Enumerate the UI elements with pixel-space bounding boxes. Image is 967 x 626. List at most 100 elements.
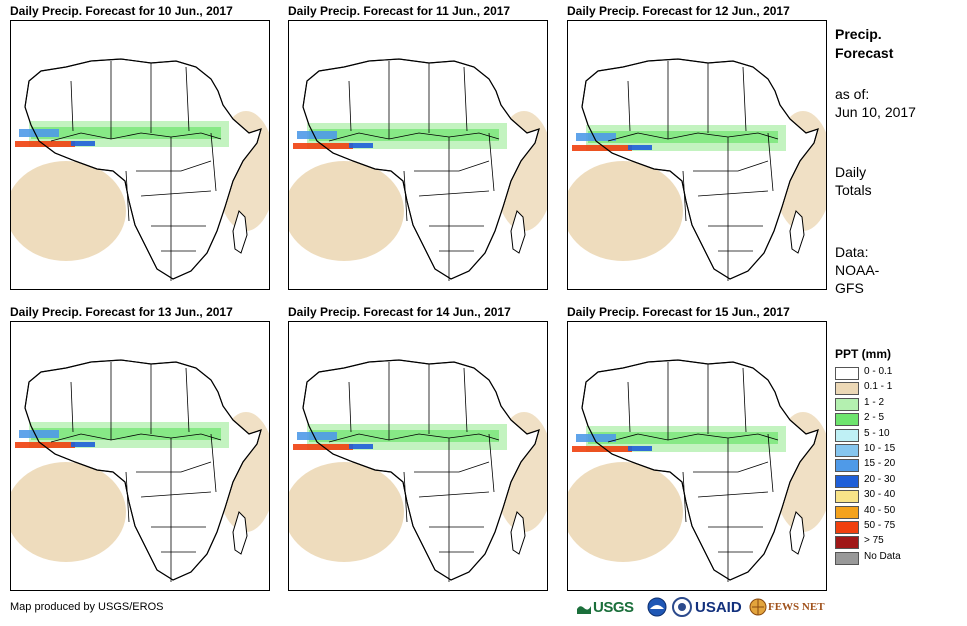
madagascar-outline — [510, 210, 526, 254]
dhs-seal-icon — [672, 597, 692, 617]
rain-core — [15, 141, 75, 147]
madagascar-outline — [510, 511, 526, 555]
panel-title-1: Daily Precip. Forecast for 10 Jun., 2017 — [10, 4, 233, 18]
country-border — [348, 80, 352, 132]
map-panel-1[interactable] — [10, 20, 270, 290]
country-border — [136, 461, 212, 473]
legend-swatch — [835, 490, 859, 504]
rain-band — [588, 131, 778, 143]
legend-label: 30 - 40 — [864, 489, 896, 501]
noaa-logo[interactable] — [647, 594, 667, 620]
rain-core — [19, 129, 59, 137]
rain-band — [309, 430, 499, 442]
country-border — [627, 80, 631, 132]
country-border — [414, 160, 490, 172]
legend-label: 15 - 20 — [864, 458, 896, 470]
asof-label: as of: — [835, 86, 870, 102]
fewsnet-logo[interactable]: FEWS NET — [749, 594, 825, 620]
country-border — [185, 367, 190, 433]
map-panel-5[interactable] — [288, 321, 548, 591]
legend-label: 5 - 10 — [864, 427, 890, 439]
country-border — [627, 381, 631, 433]
dry-area — [568, 161, 683, 261]
usgs-label: USGS — [593, 598, 634, 616]
noaa-seal-icon — [647, 597, 667, 617]
country-border — [136, 160, 212, 172]
coastline — [24, 359, 262, 581]
map-panel-3[interactable] — [567, 20, 827, 290]
country-border — [607, 132, 779, 142]
logo-strip: USGS USAID FEWS NET — [577, 594, 825, 620]
coastline — [302, 58, 540, 280]
panel-title-5: Daily Precip. Forecast for 14 Jun., 2017 — [288, 305, 511, 319]
totals-block: Daily Totals — [835, 163, 872, 199]
legend-swatch — [835, 459, 859, 473]
rain-core — [349, 143, 373, 148]
coastline — [24, 58, 262, 280]
rain-core — [297, 131, 337, 139]
country-border — [210, 132, 217, 192]
country-border — [348, 381, 352, 433]
usgs-wave-icon — [577, 606, 591, 614]
map-panel-2[interactable] — [288, 20, 548, 290]
legend-label: 50 - 75 — [864, 520, 896, 531]
side-title: Precip. Forecast — [835, 25, 893, 63]
rain-core — [71, 442, 95, 447]
asof-date: Jun 10, 2017 — [835, 104, 916, 120]
side-title-line1: Precip. — [835, 26, 882, 42]
map-panel-4[interactable] — [10, 321, 270, 591]
legend-swatch — [835, 382, 859, 396]
legend-swatch — [835, 428, 859, 442]
country-border — [488, 132, 495, 192]
legend-label: No Data — [864, 550, 901, 562]
country-border — [418, 190, 490, 197]
country-border — [70, 381, 74, 433]
data-source-block: Data: NOAA- GFS — [835, 243, 879, 297]
country-border — [50, 132, 222, 142]
country-border — [140, 190, 212, 197]
fewsnet-globe-icon — [749, 598, 767, 616]
legend-swatch — [835, 397, 859, 411]
legend-swatch — [835, 551, 859, 565]
country-border — [418, 491, 490, 498]
map-panel-6[interactable] — [567, 321, 827, 591]
panel-title-3: Daily Precip. Forecast for 12 Jun., 2017 — [567, 4, 790, 18]
coastline — [302, 359, 540, 581]
madagascar-outline — [232, 210, 248, 254]
legend-swatch — [835, 413, 859, 427]
panel-title-6: Daily Precip. Forecast for 15 Jun., 2017 — [567, 305, 790, 319]
usgs-logo[interactable]: USGS — [577, 594, 634, 620]
rain-core — [71, 141, 95, 146]
dry-area — [289, 462, 404, 562]
dhs-seal-logo[interactable] — [672, 594, 692, 620]
country-border — [463, 66, 468, 132]
rain-core — [576, 133, 616, 141]
country-border — [463, 367, 468, 433]
madagascar-outline — [789, 511, 805, 555]
rain-core — [572, 446, 632, 452]
madagascar-outline — [232, 511, 248, 555]
legend-label: 0 - 0.1 — [864, 366, 893, 377]
panel-title-4: Daily Precip. Forecast for 13 Jun., 2017 — [10, 305, 233, 319]
usaid-logo[interactable]: USAID — [695, 594, 742, 620]
dry-area — [11, 462, 126, 562]
credit-text: Map produced by USGS/EROS — [10, 601, 164, 613]
country-border — [693, 461, 769, 473]
country-border — [210, 433, 217, 493]
rain-core — [576, 434, 616, 442]
country-border — [328, 433, 500, 443]
country-border — [607, 433, 779, 443]
rain-core — [349, 444, 373, 449]
country-border — [70, 80, 74, 132]
dry-area — [11, 161, 126, 261]
country-border — [488, 433, 495, 493]
legend-label: > 75 — [864, 535, 884, 547]
country-border — [414, 461, 490, 473]
country-border — [767, 433, 774, 493]
africa-map — [11, 58, 269, 281]
rain-band — [31, 127, 221, 139]
country-border — [697, 491, 769, 498]
africa-map — [11, 359, 269, 582]
country-border — [185, 66, 190, 132]
madagascar-outline — [789, 210, 805, 254]
